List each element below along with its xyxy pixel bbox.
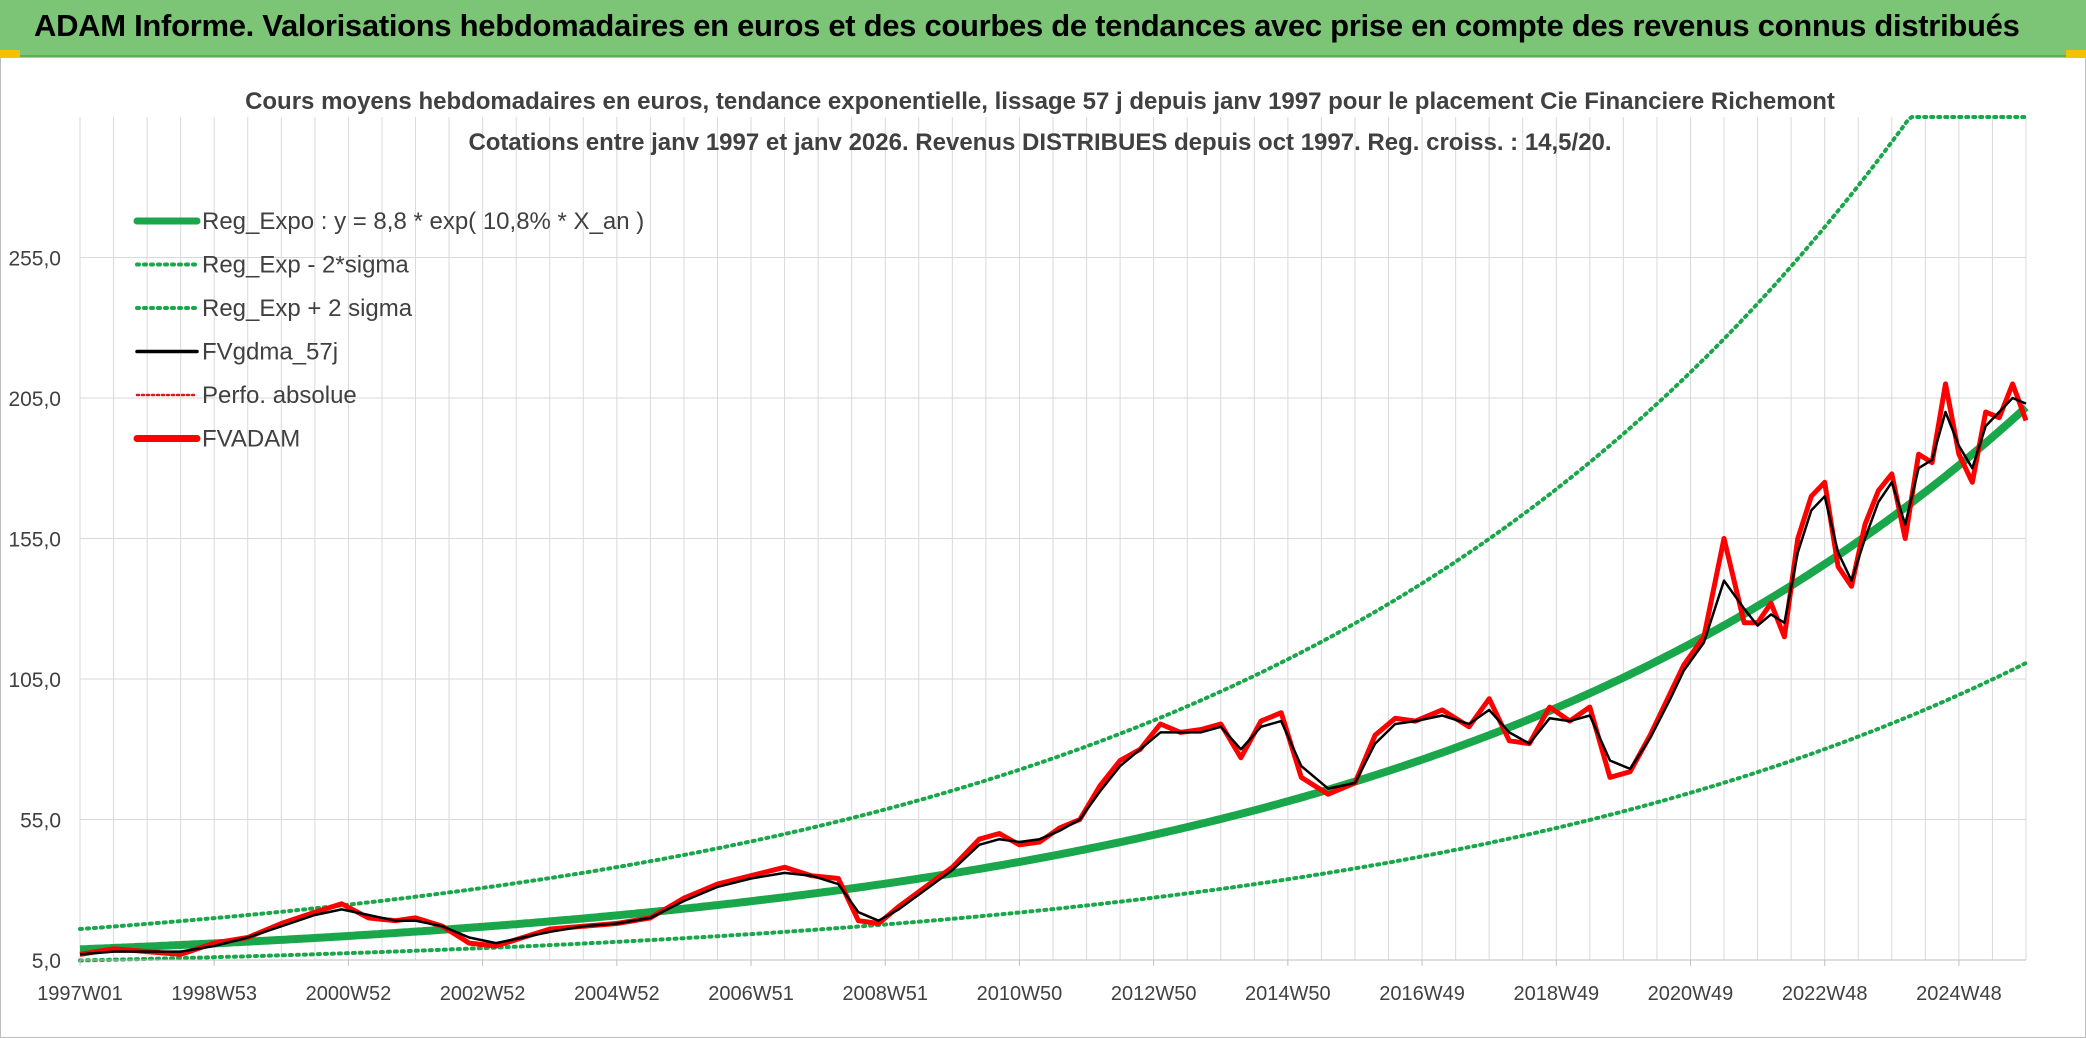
legend-label: FVADAM xyxy=(202,426,300,453)
y-tick-label: 205,0 xyxy=(8,388,61,411)
x-tick-label: 1998W53 xyxy=(171,983,257,1005)
series-fvgdma-57j xyxy=(79,396,2027,956)
series-reg-exp-plus-2sigma xyxy=(78,115,2028,931)
legend-label: Reg_Expo : y = 8,8 * exp( 10,8% * X_an ) xyxy=(202,208,644,235)
x-tick-label: 2016W49 xyxy=(1379,983,1465,1005)
x-tick-label: 2024W48 xyxy=(1916,983,2002,1005)
y-tick-label: 155,0 xyxy=(8,529,61,552)
x-tick-label: 2006W51 xyxy=(708,983,794,1005)
corner-marker-left xyxy=(0,50,20,57)
chart-subtitle: Cotations entre janv 1997 et janv 2026. … xyxy=(468,129,1611,156)
legend-label: Perfo. absolue xyxy=(202,382,357,409)
gridlines xyxy=(79,117,2027,961)
y-tick-label: 105,0 xyxy=(8,669,61,692)
x-tick-label: 2018W49 xyxy=(1513,983,1599,1005)
y-tick-label: 255,0 xyxy=(8,248,61,271)
x-tick-label: 2004W52 xyxy=(574,983,660,1005)
page-title: ADAM Informe. Valorisations hebdomadaire… xyxy=(34,8,2020,43)
x-tick-label: 2008W51 xyxy=(842,983,928,1005)
series-reg-exp-minus-2sigma xyxy=(78,661,2028,963)
header-banner: ADAM Informe. Valorisations hebdomadaire… xyxy=(0,0,2086,57)
x-tick-label: 2014W50 xyxy=(1245,983,1331,1005)
chart-title: Cours moyens hebdomadaires en euros, ten… xyxy=(245,88,1835,115)
legend-label: Reg_Exp + 2 sigma xyxy=(202,295,413,322)
axes: 5,0 55,0 105,0 155,0 205,0 255,0 1997W01 1998W5… xyxy=(8,248,2026,1005)
x-tick-label: 2002W52 xyxy=(440,983,526,1005)
corner-marker-right xyxy=(2066,50,2086,57)
legend: Reg_Expo : y = 8,8 * exp( 10,8% * X_an )… xyxy=(133,208,644,453)
x-tick-label: 2020W49 xyxy=(1648,983,1734,1005)
x-tick-label: 2000W52 xyxy=(306,983,392,1005)
x-tick-label: 2010W50 xyxy=(977,983,1063,1005)
y-tick-label: 5,0 xyxy=(32,950,61,973)
legend-label: Reg_Exp - 2*sigma xyxy=(202,252,409,279)
y-tick-label: 55,0 xyxy=(20,810,61,833)
x-tick-label: 1997W01 xyxy=(37,983,123,1005)
x-tick-label: 2022W48 xyxy=(1782,983,1868,1005)
x-tick-label: 2012W50 xyxy=(1111,983,1197,1005)
legend-label: FVgdma_57j xyxy=(202,339,338,366)
plot-area xyxy=(78,115,2029,963)
